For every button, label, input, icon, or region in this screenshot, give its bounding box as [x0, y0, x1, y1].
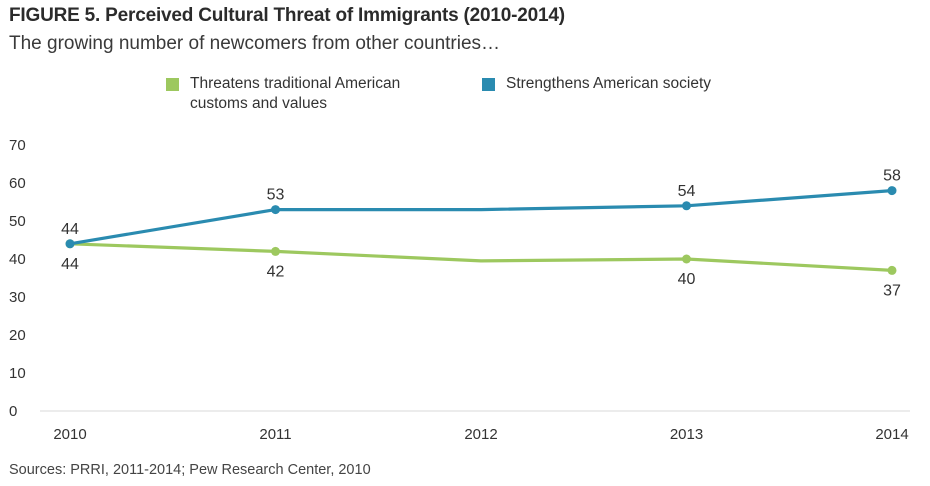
- data-label: 44: [61, 256, 79, 273]
- legend-item-threatens: Threatens traditional American customs a…: [166, 74, 450, 114]
- source-note: Sources: PRRI, 2011-2014; Pew Research C…: [9, 462, 371, 478]
- x-axis: 2010 2011 2012 2013 2014: [53, 426, 908, 443]
- x-tick-label: 2010: [53, 426, 86, 443]
- y-tick-label: 40: [9, 251, 26, 268]
- data-label: 58: [883, 168, 901, 185]
- x-tick-label: 2014: [875, 426, 908, 443]
- chart-subtitle: The growing number of newcomers from oth…: [9, 33, 501, 54]
- data-point: [271, 205, 280, 215]
- series-line: [68, 242, 894, 272]
- legend-label-strengthens: Strengthens American society: [506, 75, 712, 92]
- chart-title: FIGURE 5. Perceived Cultural Threat of I…: [9, 5, 565, 26]
- data-point: [887, 186, 897, 196]
- legend-swatch-threatens: [166, 78, 179, 91]
- x-tick-label: 2011: [259, 426, 291, 443]
- data-label: 40: [678, 271, 696, 288]
- series-threatens: [65, 239, 897, 275]
- y-tick-label: 0: [9, 403, 17, 420]
- y-tick-label: 70: [9, 137, 26, 154]
- data-label: 53: [267, 187, 285, 204]
- series-strengthens: [65, 186, 897, 249]
- series-line: [68, 189, 894, 246]
- data-labels: 44 42 40 37 44 53 54 58: [61, 168, 901, 300]
- series-layer: [65, 186, 897, 275]
- y-tick-label: 20: [9, 327, 26, 344]
- data-point: [682, 201, 691, 211]
- data-label: 37: [883, 282, 901, 299]
- data-point: [682, 254, 691, 264]
- data-point: [65, 239, 75, 249]
- y-axis: 0 10 20 30 40 50 60 70: [9, 137, 26, 420]
- y-tick-label: 50: [9, 213, 26, 230]
- legend-label-threatens: Threatens traditional American customs a…: [190, 75, 401, 112]
- y-tick-label: 60: [9, 175, 26, 192]
- x-tick-label: 2012: [464, 426, 497, 443]
- data-label: 54: [678, 183, 696, 200]
- data-point: [887, 265, 897, 275]
- legend-swatch-strengthens: [482, 78, 495, 91]
- data-point: [271, 246, 280, 256]
- legend-item-strengthens: Strengthens American society: [482, 74, 766, 94]
- y-tick-label: 10: [9, 365, 26, 382]
- y-tick-label: 30: [9, 289, 26, 306]
- data-label: 44: [61, 221, 79, 238]
- data-label: 42: [267, 263, 285, 280]
- x-tick-label: 2013: [670, 426, 703, 443]
